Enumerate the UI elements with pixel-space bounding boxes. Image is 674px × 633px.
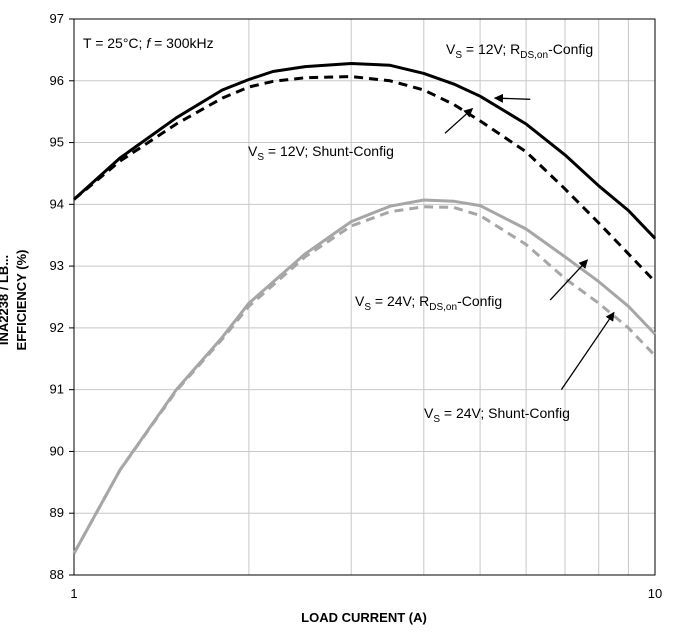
y-axis-side-label: INA2238 / LB...	[0, 255, 11, 345]
plot-frame	[73, 18, 656, 576]
y-tick-label: 94	[50, 196, 64, 211]
annotation-arrow-0	[493, 93, 531, 103]
annotation-arrows	[444, 93, 615, 391]
y-tick-label: 89	[50, 505, 64, 520]
annotation-arrow-1	[444, 107, 474, 134]
series-line-1	[73, 75, 657, 283]
series-line-3	[72, 205, 657, 555]
y-tick-label: 91	[50, 382, 64, 397]
annotation-24v-shunt: VS = 24V; Shunt-Config	[424, 405, 570, 425]
x-tick-label: 1	[70, 586, 77, 601]
y-tick-label: 96	[50, 73, 64, 88]
annotation-arrow-3	[560, 311, 615, 391]
annotation-12v-shunt: VS = 12V; Shunt-Config	[248, 143, 394, 163]
y-tick-labels: 88 89 90 91 92 93 94 95 96 97	[50, 11, 74, 582]
conditions-label: T = 25°C; f = 300kHz	[83, 35, 214, 51]
series-group	[72, 62, 657, 555]
y-tick-label: 97	[50, 11, 64, 26]
x-axis-title: LOAD CURRENT (A)	[301, 610, 427, 625]
y-tick-label: 88	[50, 567, 64, 582]
annotation-12v-rdson: VS = 12V; RDS,on-Config	[446, 41, 593, 61]
grid-lines	[74, 18, 655, 576]
x-tick-label: 10	[648, 586, 662, 601]
annotation-arrow-2	[549, 259, 589, 301]
y-axis-title: EFFICIENCY (%)	[14, 250, 29, 351]
y-tick-label: 90	[50, 443, 64, 458]
series-line-0	[72, 62, 657, 240]
y-tick-label: 95	[50, 135, 64, 150]
annotations-group: VS = 12V; RDS,on-Config VS = 12V; Shunt-…	[248, 41, 593, 425]
y-tick-label: 93	[50, 258, 64, 273]
series-line-2	[72, 198, 657, 555]
y-tick-label: 92	[50, 320, 64, 335]
annotation-24v-rdson: VS = 24V; RDS,on-Config	[355, 293, 502, 313]
x-tick-labels: 1 10	[70, 586, 662, 601]
